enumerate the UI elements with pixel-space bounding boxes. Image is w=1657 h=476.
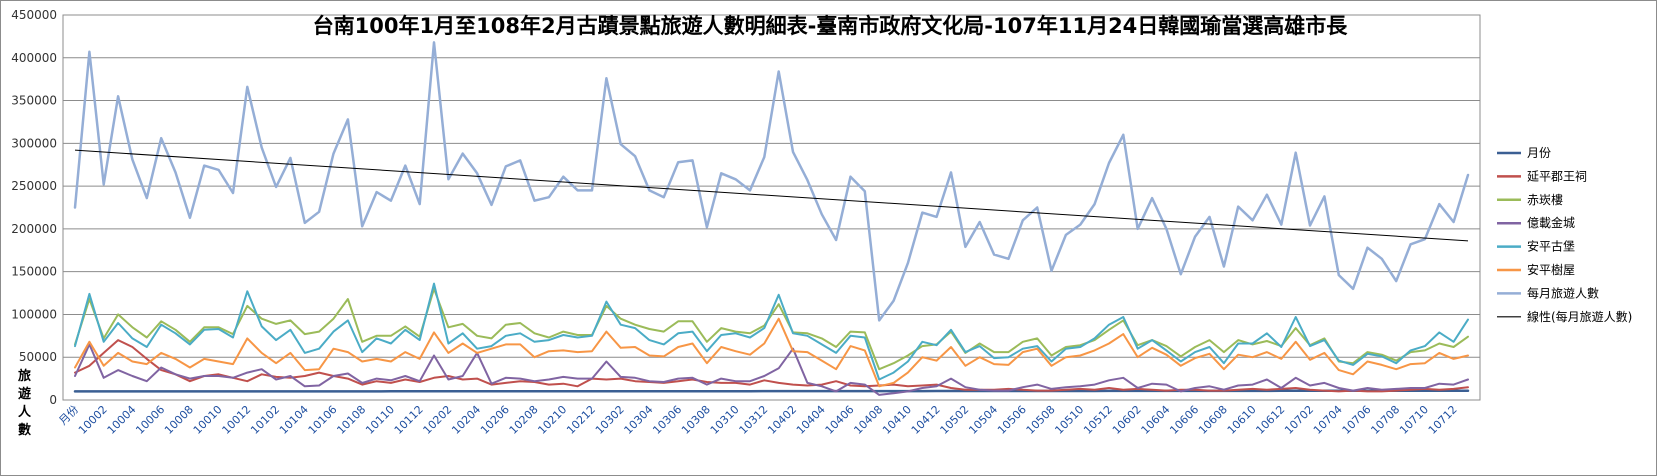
legend-entry: 延平郡王祠	[1527, 169, 1587, 183]
x-tick-label: 10512	[1081, 403, 1115, 437]
x-tick-label: 10506	[995, 403, 1029, 437]
legend-entry: 線性(每月旅遊人數)	[1527, 309, 1632, 324]
x-tick-labels: 月份10002100041000610008100101001210102101…	[56, 403, 1459, 437]
x-tick-label: 10712	[1426, 403, 1460, 437]
y-tick-label: 400000	[11, 51, 57, 65]
x-tick-label: 10508	[1024, 403, 1058, 437]
x-tick-label: 10610	[1225, 403, 1259, 437]
x-tick-label: 10604	[1139, 403, 1173, 437]
x-tick-label: 10708	[1368, 403, 1402, 437]
x-tick-label: 10710	[1397, 403, 1431, 437]
x-tick-label: 10704	[1311, 403, 1345, 437]
y-tick-label: 200000	[11, 222, 57, 236]
x-tick-label: 10612	[1253, 403, 1287, 437]
x-tick-label: 10510	[1052, 403, 1086, 437]
x-tick-label: 10706	[1340, 403, 1374, 437]
x-tick-label: 10406	[823, 403, 857, 437]
series-line	[74, 282, 1469, 381]
y-tick-label: 50000	[19, 350, 57, 364]
x-tick-label: 10404	[794, 403, 828, 437]
legend-entry: 月份	[1527, 146, 1551, 160]
y-tick-label: 350000	[11, 94, 57, 108]
y-tick-label: 100000	[11, 307, 57, 321]
x-tick-label: 10006	[133, 403, 167, 437]
x-tick-label: 10412	[909, 403, 943, 437]
x-tick-label: 月份	[56, 403, 81, 428]
x-tick-label: 10108	[334, 403, 368, 437]
x-tick-label: 10010	[191, 403, 225, 437]
x-tick-label: 10306	[650, 403, 684, 437]
y-tick-label: 250000	[11, 179, 57, 193]
y-tick-label: 300000	[11, 136, 57, 150]
legend-entry: 每月旅遊人數	[1527, 285, 1599, 300]
x-tick-label: 10408	[851, 403, 885, 437]
y-axis-label-char: 旅	[18, 368, 31, 384]
y-axis-label-char: 遊	[18, 386, 31, 402]
x-tick-label: 10606	[1167, 403, 1201, 437]
x-tick-label: 10608	[1196, 403, 1230, 437]
x-tick-label: 10304	[622, 403, 656, 437]
legend-entry: 安平古堡	[1527, 239, 1575, 254]
x-tick-label: 10110	[363, 403, 397, 437]
x-tick-label: 10104	[277, 403, 311, 437]
x-tick-label: 10702	[1282, 403, 1316, 437]
x-tick-label: 10602	[1110, 403, 1144, 437]
x-tick-label: 10012	[220, 403, 254, 437]
x-tick-label: 10402	[765, 403, 799, 437]
x-tick-label: 10502	[938, 403, 972, 437]
x-tick-label: 10310	[708, 403, 742, 437]
chart-title: 台南100年1月至108年2月古蹟景點旅遊人數明細表-臺南市政府文化局-107年…	[313, 14, 1349, 38]
series-line	[74, 287, 1469, 371]
y-tick-label: 450000	[11, 8, 57, 22]
x-tick-label: 10002	[76, 403, 110, 437]
y-tick-label: 150000	[11, 265, 57, 279]
x-tick-label: 10208	[507, 403, 541, 437]
series-line	[73, 389, 1470, 393]
x-tick-label: 10204	[449, 403, 483, 437]
x-tick-label: 10212	[564, 403, 598, 437]
series-layer	[73, 41, 1470, 396]
x-tick-label: 10308	[679, 403, 713, 437]
x-tick-label: 10504	[966, 403, 1000, 437]
x-tick-label: 10106	[306, 403, 340, 437]
series-line	[73, 41, 1470, 322]
x-tick-label: 10206	[478, 403, 512, 437]
x-tick-label: 10302	[593, 403, 627, 437]
x-tick-label: 10202	[421, 403, 455, 437]
x-tick-label: 10004	[105, 403, 139, 437]
x-tick-label: 10210	[535, 403, 569, 437]
x-tick-label: 10102	[248, 403, 282, 437]
series-line	[74, 343, 1469, 396]
x-tick-label: 10112	[392, 403, 426, 437]
y-axis-label: 旅遊人數	[18, 368, 32, 438]
legend-entry: 億載金城	[1527, 215, 1575, 230]
y-tick-labels: 0 50000 100000 150000 200000 250000 300000 3500…	[11, 8, 57, 407]
legend-entry: 安平樹屋	[1527, 262, 1575, 277]
series-line	[74, 317, 1469, 388]
legend-entry: 赤崁樓	[1527, 192, 1563, 207]
x-tick-label: 10410	[880, 403, 914, 437]
series-line	[74, 339, 1469, 393]
trend-line	[74, 149, 1469, 242]
y-tick-label: 0	[49, 393, 57, 407]
x-tick-label: 10312	[736, 403, 770, 437]
y-axis-label-char: 數	[18, 422, 31, 438]
y-axis-label-char: 人	[18, 404, 32, 420]
x-tick-label: 10008	[162, 403, 196, 437]
